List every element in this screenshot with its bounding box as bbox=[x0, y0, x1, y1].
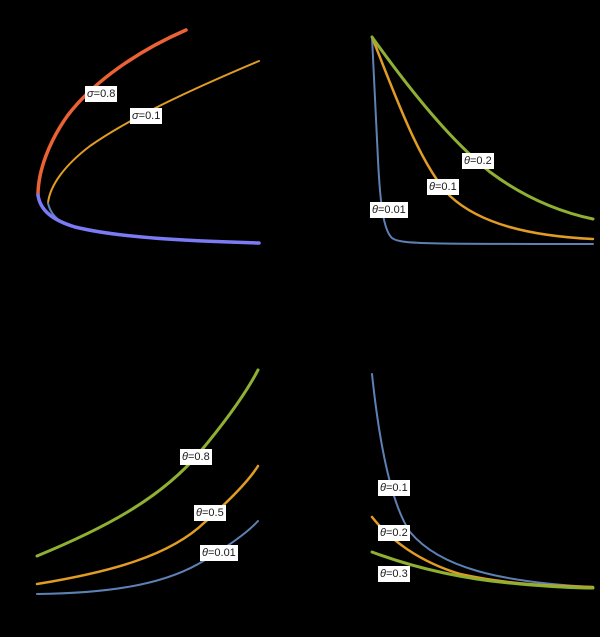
label-theta-0.2: θ=0.2 bbox=[462, 153, 494, 169]
label-symbol: σ bbox=[132, 110, 139, 122]
label-theta-0.01: θ=0.01 bbox=[370, 202, 408, 218]
label-theta-0.1: θ=0.1 bbox=[427, 179, 459, 195]
label-symbol: θ bbox=[372, 204, 378, 216]
label-theta-0.01-bottom: θ=0.01 bbox=[200, 545, 238, 561]
curve-theta-0.01 bbox=[36, 520, 259, 595]
curve-sigma-0.8 bbox=[36, 28, 188, 197]
curve-theta-0.01 bbox=[371, 36, 594, 245]
curve-theta-0.2 bbox=[370, 35, 595, 221]
label-value: =0.2 bbox=[469, 155, 492, 167]
label-theta-0.3: θ=0.3 bbox=[378, 566, 410, 582]
label-value: =0.2 bbox=[385, 527, 408, 539]
label-sigma-0.1: σ=0.1 bbox=[130, 108, 163, 124]
label-value: =0.01 bbox=[377, 204, 406, 216]
curve-theta-0.1 bbox=[370, 35, 595, 241]
label-theta-0.5: θ=0.5 bbox=[194, 505, 226, 521]
curve-theta-0.8 bbox=[35, 368, 260, 558]
label-symbol: θ bbox=[464, 155, 470, 167]
curve-theta-0.3 bbox=[370, 550, 595, 590]
label-symbol: θ bbox=[380, 482, 386, 494]
label-symbol: θ bbox=[380, 568, 386, 580]
label-symbol: θ bbox=[380, 527, 386, 539]
label-value: =0.1 bbox=[434, 181, 457, 193]
label-value: =0.8 bbox=[187, 451, 210, 463]
curve-theta-0.5 bbox=[35, 464, 260, 586]
label-symbol: θ bbox=[202, 547, 208, 559]
label-symbol: θ bbox=[429, 181, 435, 193]
label-value: =0.1 bbox=[138, 110, 161, 122]
label-value: =0.01 bbox=[207, 547, 236, 559]
label-symbol: θ bbox=[182, 451, 188, 463]
curve-stable-branch bbox=[36, 193, 261, 245]
curve-theta-0.1 bbox=[371, 373, 594, 588]
label-value: =0.5 bbox=[201, 507, 224, 519]
label-value: =0.3 bbox=[385, 568, 408, 580]
label-symbol: θ bbox=[196, 507, 202, 519]
label-sigma-0.8: σ=0.8 bbox=[85, 86, 118, 102]
label-value: =0.1 bbox=[385, 482, 408, 494]
curve-sigma-0.1 bbox=[47, 60, 260, 204]
panel-top-left bbox=[36, 28, 261, 245]
label-symbol: σ bbox=[87, 88, 94, 100]
label-theta-0.2-bottom: θ=0.2 bbox=[378, 525, 410, 541]
label-theta-0.1-bottom: θ=0.1 bbox=[378, 480, 410, 496]
label-value: =0.8 bbox=[93, 88, 116, 100]
label-theta-0.8: θ=0.8 bbox=[180, 449, 212, 465]
